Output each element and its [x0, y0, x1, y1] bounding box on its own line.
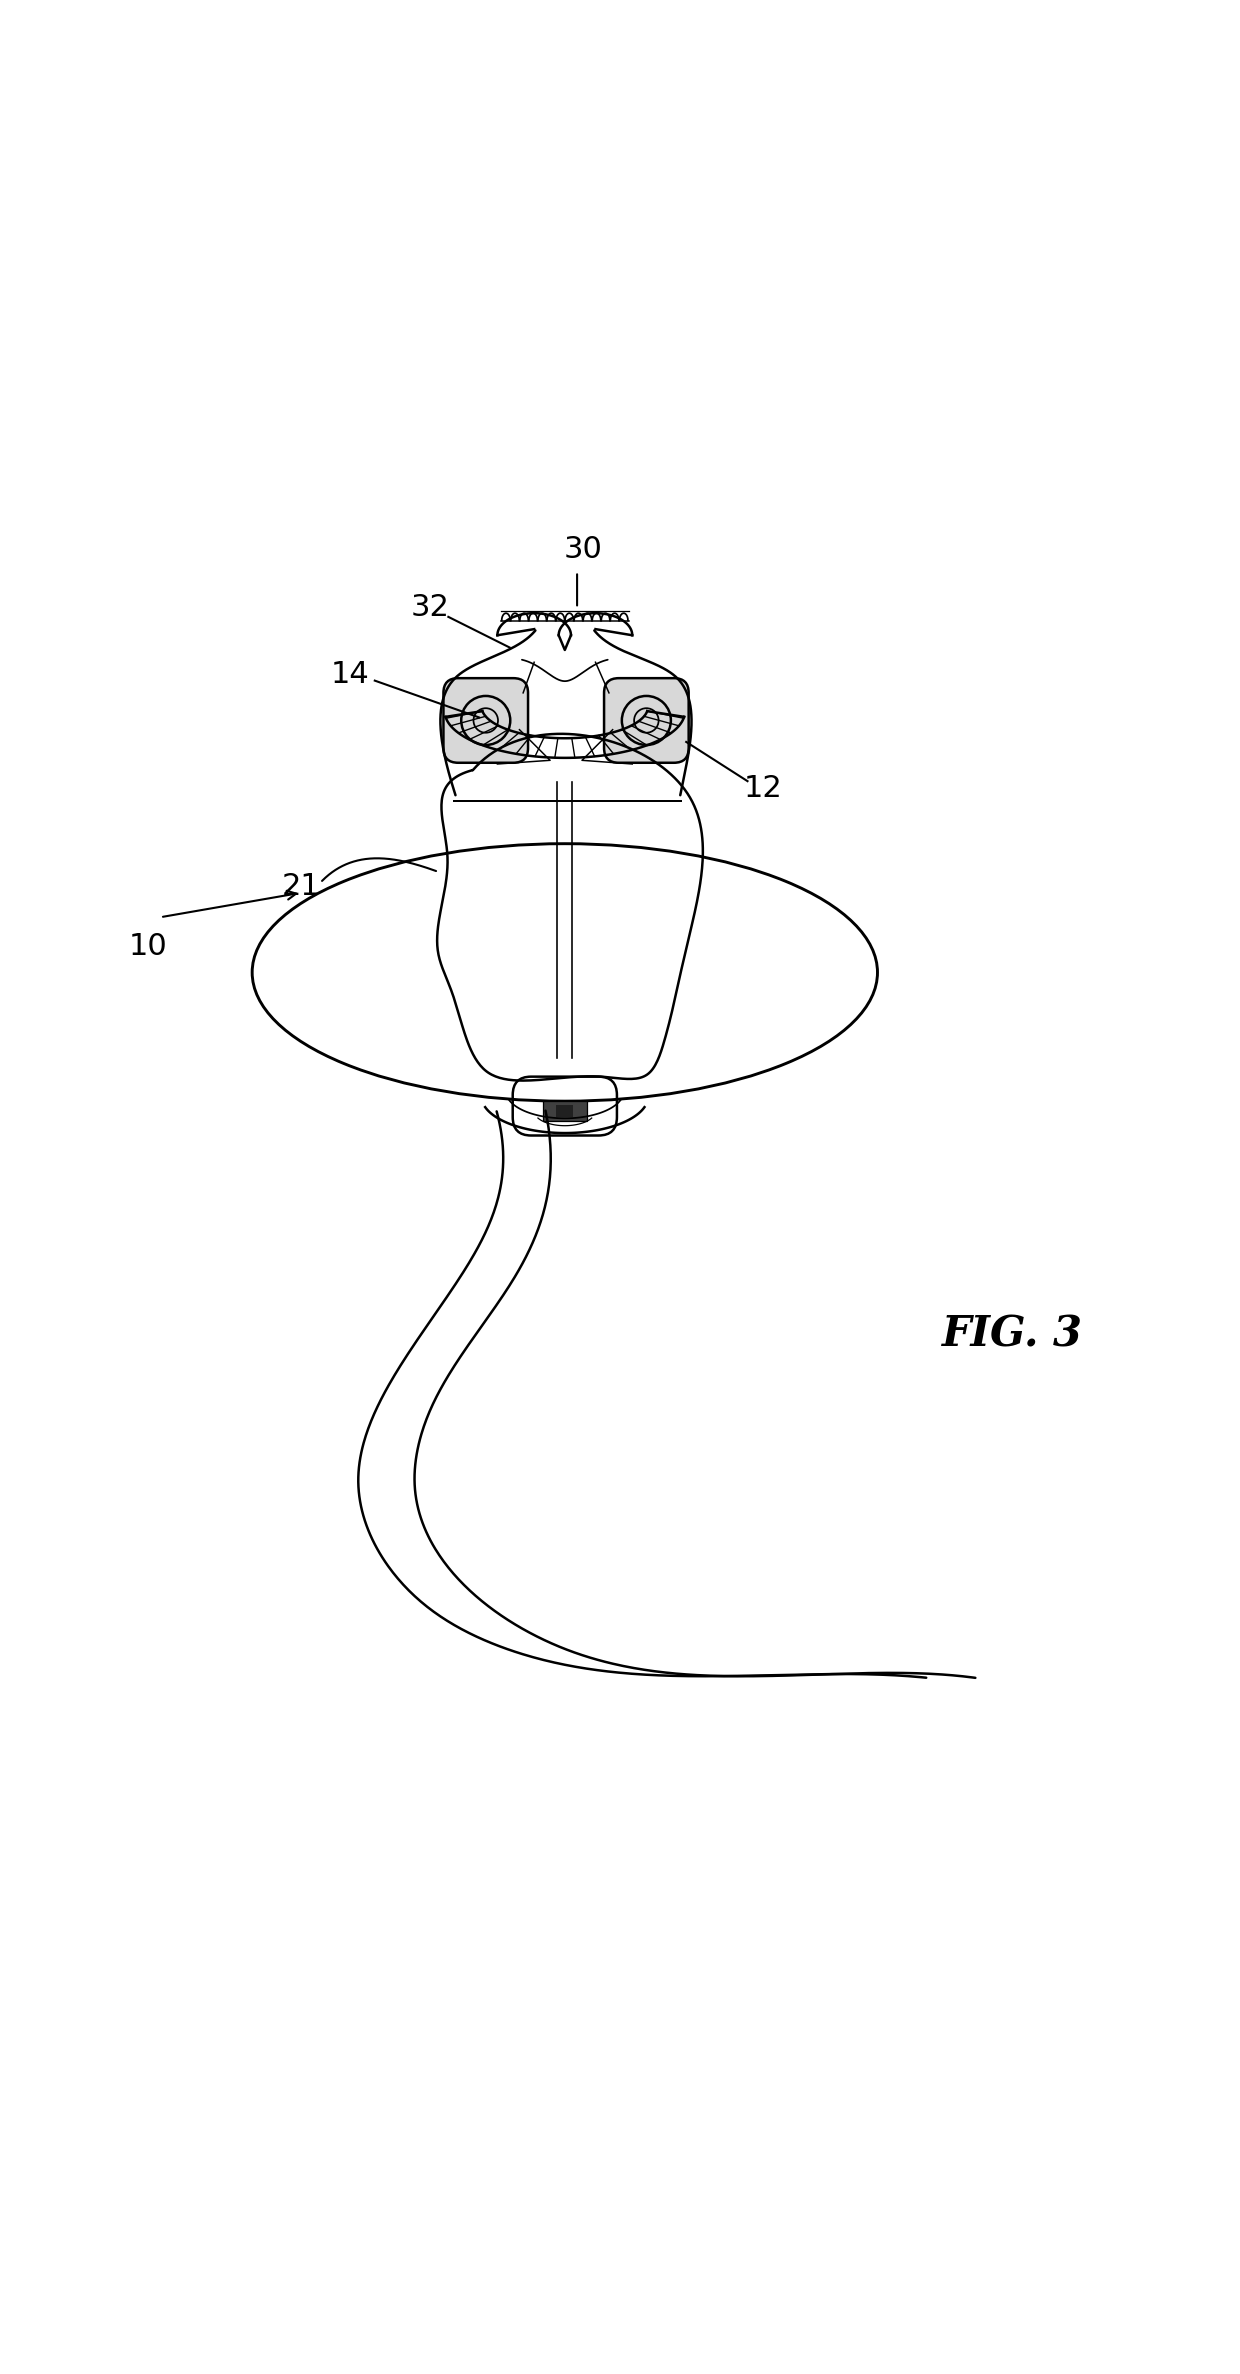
Bar [543, 1102, 587, 1121]
Text: 32: 32 [410, 594, 449, 622]
Text: 30: 30 [564, 534, 603, 565]
FancyBboxPatch shape [604, 679, 688, 762]
Text: FIG. 3: FIG. 3 [942, 1313, 1083, 1356]
FancyBboxPatch shape [444, 679, 528, 762]
Text: 10: 10 [129, 933, 167, 961]
Text: 12: 12 [744, 774, 782, 802]
Bar [557, 1104, 573, 1118]
Text: 21: 21 [281, 871, 321, 902]
Text: 14: 14 [331, 660, 370, 688]
